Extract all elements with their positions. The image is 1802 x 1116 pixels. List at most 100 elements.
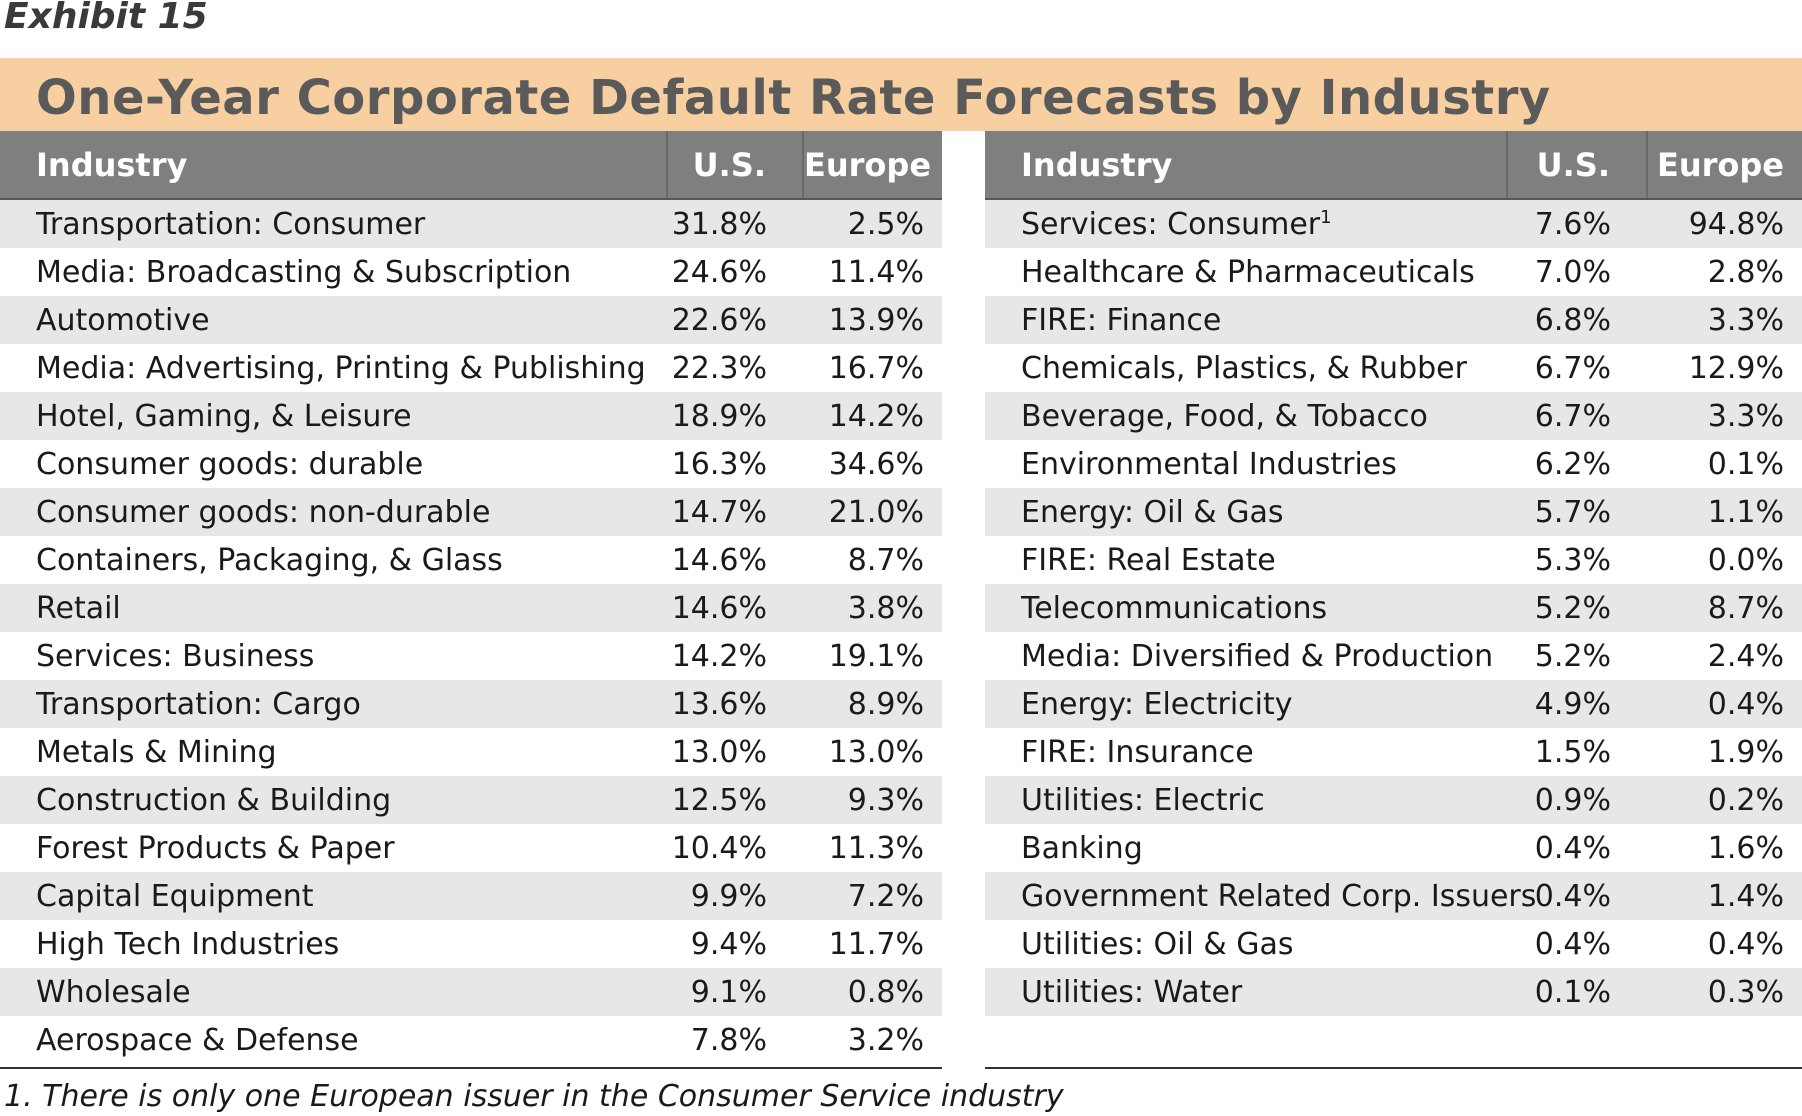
europe-rate-cell: 0.1% <box>1647 440 1802 488</box>
industry-cell: Forest Products & Paper <box>0 824 667 872</box>
industry-name: Healthcare & Pharmaceuticals <box>1021 254 1475 290</box>
industry-cell: Telecommunications <box>985 584 1507 632</box>
industry-name: Media: Diversified & Production <box>1021 638 1494 674</box>
us-rate-cell: 1.5% <box>1507 728 1647 776</box>
industry-name: Services: Business <box>36 638 315 674</box>
us-rate-cell: 24.6% <box>667 248 803 296</box>
us-rate-cell: 7.0% <box>1507 248 1647 296</box>
us-rate-cell: 5.2% <box>1507 584 1647 632</box>
industry-cell: Chemicals, Plastics, & Rubber <box>985 344 1507 392</box>
table-row: FIRE: Real Estate 5.3% 0.0% <box>985 536 1802 584</box>
table-row: Containers, Packaging, & Glass 14.6% 8.7% <box>0 536 942 584</box>
us-rate-cell: 14.7% <box>667 488 803 536</box>
europe-rate-cell: 0.0% <box>1647 536 1802 584</box>
europe-rate-cell: 3.3% <box>1647 392 1802 440</box>
us-rate-cell: 7.8% <box>667 1016 803 1064</box>
us-rate-cell: 10.4% <box>667 824 803 872</box>
us-rate-cell: 9.9% <box>667 872 803 920</box>
table-row: Media: Diversified & Production 5.2% 2.4% <box>985 632 1802 680</box>
europe-rate-cell: 8.7% <box>1647 584 1802 632</box>
industry-name: Automotive <box>36 302 210 338</box>
left-header-row: Industry U.S. Europe <box>0 131 942 200</box>
table-row: Consumer goods: durable 16.3% 34.6% <box>0 440 942 488</box>
industry-cell: Retail <box>0 584 667 632</box>
industry-name: Utilities: Electric <box>1021 782 1265 818</box>
europe-rate-cell: 16.7% <box>803 344 942 392</box>
industry-cell: FIRE: Insurance <box>985 728 1507 776</box>
table-row: Capital Equipment 9.9% 7.2% <box>0 872 942 920</box>
us-rate-cell: 9.1% <box>667 968 803 1016</box>
industry-name: FIRE: Finance <box>1021 302 1222 338</box>
us-rate-cell: 4.9% <box>1507 680 1647 728</box>
footnote: 1. There is only one European issuer in … <box>4 1079 1064 1114</box>
industry-name: FIRE: Real Estate <box>1021 542 1276 578</box>
table-row: Utilities: Water 0.1% 0.3% <box>985 968 1802 1016</box>
europe-rate-cell: 13.9% <box>803 296 942 344</box>
table-row: Media: Advertising, Printing & Publishin… <box>0 344 942 392</box>
industry-name: Media: Advertising, Printing & Publishin… <box>36 350 646 386</box>
exhibit-label: Exhibit 15 <box>4 0 208 37</box>
table-row: FIRE: Insurance 1.5% 1.9% <box>985 728 1802 776</box>
footnote-marker: 1 <box>1320 206 1332 228</box>
europe-rate-cell: 3.8% <box>803 584 942 632</box>
table-row: Transportation: Consumer 31.8% 2.5% <box>0 199 942 248</box>
industry-cell: Energy: Oil & Gas <box>985 488 1507 536</box>
industry-name: Services: Consumer <box>1021 206 1321 242</box>
industry-cell: Transportation: Consumer <box>0 199 667 248</box>
industry-cell: Capital Equipment <box>0 872 667 920</box>
europe-rate-cell: 0.4% <box>1647 920 1802 968</box>
table-row: Construction & Building 12.5% 9.3% <box>0 776 942 824</box>
europe-rate-cell: 1.4% <box>1647 872 1802 920</box>
industry-cell: Wholesale <box>0 968 667 1016</box>
europe-rate-cell: 11.4% <box>803 248 942 296</box>
industry-name: Metals & Mining <box>36 734 277 770</box>
industry-name: Hotel, Gaming, & Leisure <box>36 398 412 434</box>
industry-name: Consumer goods: non-durable <box>36 494 491 530</box>
industry-cell: Media: Diversified & Production <box>985 632 1507 680</box>
industry-cell: Containers, Packaging, & Glass <box>0 536 667 584</box>
europe-rate-cell: 12.9% <box>1647 344 1802 392</box>
industry-cell: Energy: Electricity <box>985 680 1507 728</box>
industry-cell: FIRE: Real Estate <box>985 536 1507 584</box>
table-row: Automotive 22.6% 13.9% <box>0 296 942 344</box>
europe-rate-cell: 2.4% <box>1647 632 1802 680</box>
europe-rate-cell: 2.8% <box>1647 248 1802 296</box>
header-us: U.S. <box>1506 131 1647 200</box>
industry-name: Environmental Industries <box>1021 446 1397 482</box>
industry-name: Energy: Electricity <box>1021 686 1293 722</box>
us-rate-cell: 0.4% <box>1507 872 1647 920</box>
us-rate-cell: 13.0% <box>667 728 803 776</box>
industry-cell: Hotel, Gaming, & Leisure <box>0 392 667 440</box>
europe-rate-cell: 0.4% <box>1647 680 1802 728</box>
table-row: Healthcare & Pharmaceuticals 7.0% 2.8% <box>985 248 1802 296</box>
us-rate-cell: 0.4% <box>1507 920 1647 968</box>
us-rate-cell: 16.3% <box>667 440 803 488</box>
industry-name: Transportation: Consumer <box>36 206 426 242</box>
table-row: Metals & Mining 13.0% 13.0% <box>0 728 942 776</box>
us-rate-cell: 14.6% <box>667 584 803 632</box>
industry-cell: Services: Business <box>0 632 667 680</box>
table-row: Utilities: Electric 0.9% 0.2% <box>985 776 1802 824</box>
table-row: Retail 14.6% 3.8% <box>0 584 942 632</box>
right-table-body: Services: Consumer1 7.6% 94.8% Healthcare &… <box>985 199 1802 1016</box>
industry-cell: Banking <box>985 824 1507 872</box>
industry-cell: Environmental Industries <box>985 440 1507 488</box>
industry-cell: Aerospace & Defense <box>0 1016 667 1064</box>
industry-name: Forest Products & Paper <box>36 830 395 866</box>
industry-name: FIRE: Insurance <box>1021 734 1254 770</box>
header-europe: Europe <box>1646 131 1802 200</box>
us-rate-cell: 6.2% <box>1507 440 1647 488</box>
table-row: High Tech Industries 9.4% 11.7% <box>0 920 942 968</box>
us-rate-cell: 6.8% <box>1507 296 1647 344</box>
us-rate-cell: 0.9% <box>1507 776 1647 824</box>
table-row: Telecommunications 5.2% 8.7% <box>985 584 1802 632</box>
us-rate-cell: 7.6% <box>1507 199 1647 248</box>
industry-cell: Transportation: Cargo <box>0 680 667 728</box>
us-rate-cell: 6.7% <box>1507 392 1647 440</box>
us-rate-cell: 5.2% <box>1507 632 1647 680</box>
left-table-body: Transportation: Consumer 31.8% 2.5% Media: … <box>0 199 942 1064</box>
industry-name: Energy: Oil & Gas <box>1021 494 1284 530</box>
industry-cell: Utilities: Electric <box>985 776 1507 824</box>
europe-rate-cell: 19.1% <box>803 632 942 680</box>
title-bar: One-Year Corporate Default Rate Forecast… <box>0 58 1802 131</box>
